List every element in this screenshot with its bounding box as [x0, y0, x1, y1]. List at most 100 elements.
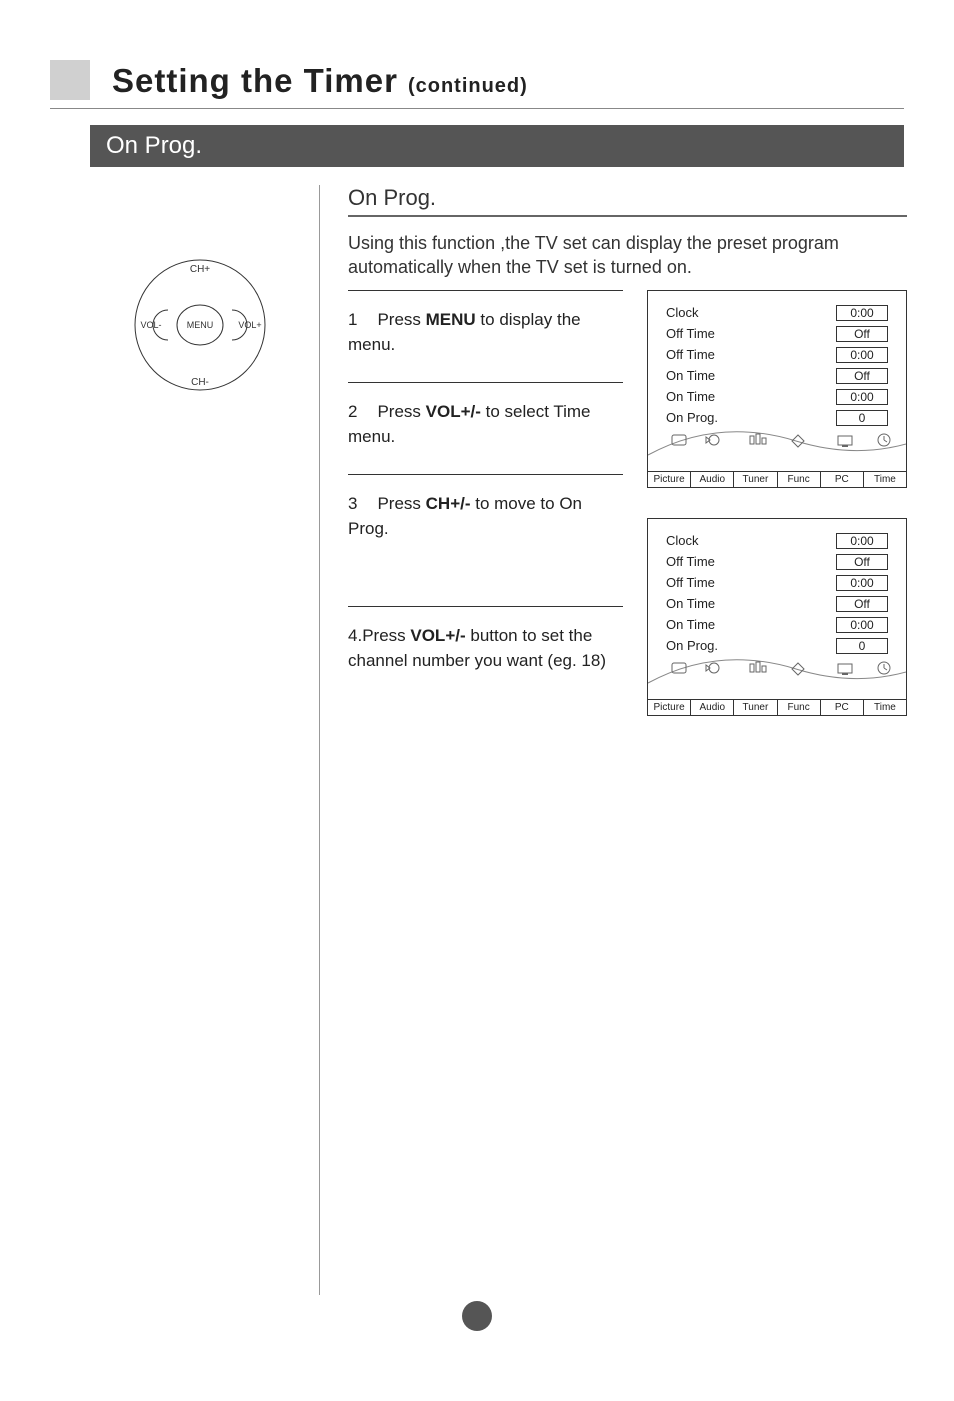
page-number-dot — [462, 1301, 492, 1331]
panel-icon-bar — [666, 659, 888, 687]
menu-row: On Time Off — [666, 368, 888, 384]
step-text-before: Press — [362, 626, 410, 645]
menu-row: Off Time Off — [666, 326, 888, 342]
tab-audio: Audio — [691, 472, 734, 487]
remote-label-center: MENU — [186, 320, 213, 330]
menu-label: On Time — [666, 389, 715, 404]
menu-label: Off Time — [666, 326, 715, 341]
func-icon — [792, 435, 804, 447]
menu-value: 0 — [836, 638, 888, 654]
tuner-icon — [750, 664, 754, 672]
tab-tuner: Tuner — [734, 472, 777, 487]
remote-diagram: CH+ CH- VOL- VOL+ MENU — [90, 235, 309, 415]
title-sub: (continued) — [408, 75, 528, 98]
menu-value: 0 — [836, 410, 888, 426]
panels-column: Clock0:00 Off TimeOff Off Time0:00 On Ti… — [647, 290, 907, 746]
step-1: 1 Press MENU to display the menu. — [348, 290, 623, 382]
menu-label: Off Time — [666, 575, 715, 590]
step-2: 2 Press VOL+/- to select Time menu. — [348, 382, 623, 474]
step-num: 2 — [348, 399, 368, 425]
tv-menu-panel: Clock0:00 Off TimeOff Off Time0:00 On Ti… — [647, 518, 907, 716]
menu-row: On Time 0:00 — [666, 389, 888, 405]
step-bold: VOL+/- — [410, 626, 465, 645]
menu-row: Off Time0:00 — [666, 347, 888, 363]
menu-row: Off Time0:00 — [666, 575, 888, 591]
tab-time: Time — [864, 472, 906, 487]
step-num: 4. — [348, 626, 362, 645]
remote-label-up: CH+ — [189, 264, 209, 275]
menu-label: Clock — [666, 305, 699, 320]
page-header: Setting the Timer (continued) — [50, 60, 904, 100]
panel-icon-bar — [666, 431, 888, 459]
tab-pc: PC — [821, 700, 864, 715]
step-num: 1 — [348, 307, 368, 333]
tab-func: Func — [778, 472, 821, 487]
menu-row: Clock 0:00 — [666, 533, 888, 549]
tab-picture: Picture — [648, 472, 691, 487]
menu-value: Off — [836, 554, 888, 570]
step-text-before: Press — [377, 494, 425, 513]
tab-picture: Picture — [648, 700, 691, 715]
remote-label-left: VOL- — [140, 320, 161, 330]
step-3: 3 Press CH+/- to move to On Prog. — [348, 474, 623, 566]
menu-value: 0:00 — [836, 389, 888, 405]
menu-label: Clock — [666, 533, 699, 548]
pc-icon — [838, 664, 852, 673]
tab-func: Func — [778, 700, 821, 715]
menu-row: On Prog. 0 — [666, 638, 888, 654]
step-num: 3 — [348, 491, 368, 517]
tab-time: Time — [864, 700, 906, 715]
menu-label: On Prog. — [666, 410, 718, 425]
menu-value: 0:00 — [836, 533, 888, 549]
remote-label-down: CH- — [191, 377, 209, 388]
menu-row: Off Time Off — [666, 554, 888, 570]
sub-heading: On Prog. — [348, 185, 907, 217]
step-bold: VOL+/- — [426, 402, 481, 421]
step-text-before: Press — [377, 402, 425, 421]
header-underline — [50, 108, 904, 109]
panel-tabs: Picture Audio Tuner Func PC Time — [648, 699, 906, 715]
menu-value: Off — [836, 368, 888, 384]
menu-label: On Time — [666, 596, 715, 611]
step-gap — [348, 566, 623, 606]
page-title: Setting the Timer (continued) — [112, 62, 528, 100]
pc-icon — [838, 436, 852, 445]
remote-label-right: VOL+ — [238, 320, 261, 330]
step-bold: CH+/- — [426, 494, 471, 513]
left-column: CH+ CH- VOL- VOL+ MENU — [90, 185, 320, 1295]
section-bar: On Prog. — [90, 125, 904, 167]
menu-row: On Prog. 0 — [666, 410, 888, 426]
menu-value: 0:00 — [836, 305, 888, 321]
menu-value: Off — [836, 326, 888, 342]
intro-text: Using this function ,the TV set can disp… — [348, 231, 907, 280]
title-main: Setting the Timer — [112, 62, 398, 100]
step-text-before: Press — [377, 310, 425, 329]
tv-menu-panel: Clock0:00 Off TimeOff Off Time0:00 On Ti… — [647, 290, 907, 488]
tab-audio: Audio — [691, 700, 734, 715]
steps-column: 1 Press MENU to display the menu. 2 Pres… — [348, 290, 623, 746]
header-decor-square — [50, 60, 90, 100]
step-bold: MENU — [426, 310, 476, 329]
menu-label: On Time — [666, 617, 715, 632]
steps-wrap: 1 Press MENU to display the menu. 2 Pres… — [348, 290, 907, 746]
tuner-icon — [750, 436, 754, 444]
menu-label: Off Time — [666, 554, 715, 569]
menu-label: On Prog. — [666, 638, 718, 653]
page: Setting the Timer (continued) On Prog. C… — [0, 0, 954, 1401]
menu-row: Clock 0:00 — [666, 305, 888, 321]
menu-value: Off — [836, 596, 888, 612]
panel-tabs: Picture Audio Tuner Func PC Time — [648, 471, 906, 487]
func-icon — [792, 663, 804, 675]
panel-body: Clock0:00 Off TimeOff Off Time0:00 On Ti… — [648, 519, 906, 699]
menu-value: 0:00 — [836, 617, 888, 633]
menu-row: On Time Off — [666, 596, 888, 612]
menu-row: On Time 0:00 — [666, 617, 888, 633]
content-area: CH+ CH- VOL- VOL+ MENU On Prog. Using th… — [90, 185, 904, 1295]
step-4: 4.Press VOL+/- button to set the channel… — [348, 606, 623, 698]
menu-value: 0:00 — [836, 347, 888, 363]
menu-label: On Time — [666, 368, 715, 383]
right-column: On Prog. Using this function ,the TV set… — [320, 185, 917, 1295]
tab-pc: PC — [821, 472, 864, 487]
tab-tuner: Tuner — [734, 700, 777, 715]
remote-svg: CH+ CH- VOL- VOL+ MENU — [110, 235, 290, 415]
